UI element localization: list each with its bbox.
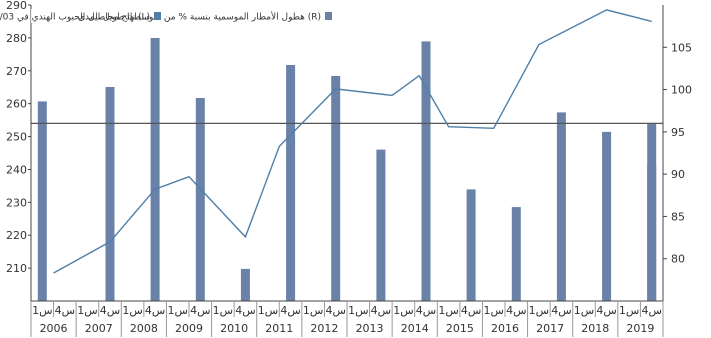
- right-tick-label: 85: [671, 210, 685, 223]
- rainfall-bar: [511, 207, 521, 301]
- rainfall-bar: [556, 112, 566, 302]
- quarter-label: س4: [506, 304, 526, 317]
- year-label: 2019: [626, 322, 654, 335]
- year-label: 2007: [85, 322, 113, 335]
- year-label: 2014: [401, 322, 429, 335]
- rainfall-bar: [105, 87, 115, 301]
- year-label: 2012: [310, 322, 338, 335]
- year-label: 2010: [220, 322, 248, 335]
- left-tick-label: 220: [6, 229, 27, 242]
- year-label: 2011: [265, 322, 293, 335]
- legend-label-rainfall: هطول الأمطار الموسمية بنسبة % من متوسطها…: [78, 11, 321, 23]
- quarter-label: س4: [235, 304, 255, 317]
- quarter-label: س4: [100, 304, 120, 317]
- right-tick-label: 80: [671, 253, 685, 266]
- year-label: 2018: [581, 322, 609, 335]
- year-label: 2008: [130, 322, 158, 335]
- left-tick-label: 290: [6, 0, 27, 12]
- legend-box: [31, 9, 339, 23]
- year-label: 2009: [175, 322, 203, 335]
- quarter-label: س4: [416, 304, 436, 317]
- quarter-label: س4: [596, 304, 616, 317]
- quarter-label: س1: [167, 304, 187, 317]
- quarter-label: س1: [438, 304, 458, 317]
- rainfall-bar: [376, 149, 386, 301]
- quarter-label: س4: [325, 304, 345, 317]
- left-tick-label: 280: [6, 32, 27, 45]
- quarter-label: س4: [280, 304, 300, 317]
- quarter-label: س1: [393, 304, 413, 317]
- rainfall-bar: [647, 123, 657, 302]
- quarter-label: س1: [483, 304, 503, 317]
- quarter-label: س1: [348, 304, 368, 317]
- rainfall-bar: [195, 98, 205, 301]
- quarter-label: س4: [55, 304, 75, 317]
- quarter-label: س4: [190, 304, 210, 317]
- quarter-label: س1: [213, 304, 233, 317]
- quarter-label: س1: [574, 304, 594, 317]
- rainfall-bar: [466, 189, 476, 301]
- legend: هطول الأمطار الموسمية بنسبة % من متوسطها…: [0, 9, 339, 23]
- rainfall-bar: [331, 76, 341, 301]
- left-tick-label: 230: [6, 196, 27, 209]
- rainfall-bar: [37, 101, 47, 302]
- year-label: 2016: [491, 322, 519, 335]
- left-tick-label: 240: [6, 163, 27, 176]
- quarter-label: س4: [145, 304, 165, 317]
- quarter-label: س1: [77, 304, 97, 317]
- left-tick-label: 210: [6, 262, 27, 275]
- year-label: 2006: [40, 322, 68, 335]
- legend-swatch-grain: [154, 12, 161, 20]
- rainfall-bar: [240, 268, 250, 301]
- axes: 210 220 230 240 250 260 270 280 290 80 85 90 95 100 10…: [6, 0, 692, 337]
- quarter-label: س1: [619, 304, 639, 317]
- rainfall-bar: [421, 41, 431, 302]
- right-tick-label: 95: [671, 126, 685, 139]
- rainfall-bar: [286, 65, 296, 301]
- legend-label-grain: ناتج محاصيل الحبوب الهندي في 19/31/03 (L…: [0, 13, 150, 23]
- left-tick-label: 260: [6, 98, 27, 111]
- bar-series: [37, 38, 657, 302]
- quarter-label: س1: [122, 304, 142, 317]
- quarter-label: س1: [303, 304, 323, 317]
- grain-output-line: [53, 9, 652, 274]
- quarter-label: س1: [32, 304, 52, 317]
- quarter-label: س4: [461, 304, 481, 317]
- right-tick-label: 105: [671, 41, 692, 54]
- right-tick-label: 90: [671, 168, 685, 181]
- quarter-label: س1: [529, 304, 549, 317]
- year-label: 2015: [446, 322, 474, 335]
- quarter-label: س4: [551, 304, 571, 317]
- quarter-label: س4: [641, 304, 661, 317]
- right-tick-label: 100: [671, 84, 692, 97]
- left-tick-label: 250: [6, 131, 27, 144]
- quarter-label: س1: [258, 304, 278, 317]
- left-tick-label: 270: [6, 65, 27, 78]
- year-label: 2013: [356, 322, 384, 335]
- rainfall-bar: [602, 131, 612, 301]
- quarter-label: س4: [371, 304, 391, 317]
- year-label: 2017: [536, 322, 564, 335]
- rainfall-bar: [150, 38, 160, 301]
- legend-swatch-rainfall: [325, 12, 332, 20]
